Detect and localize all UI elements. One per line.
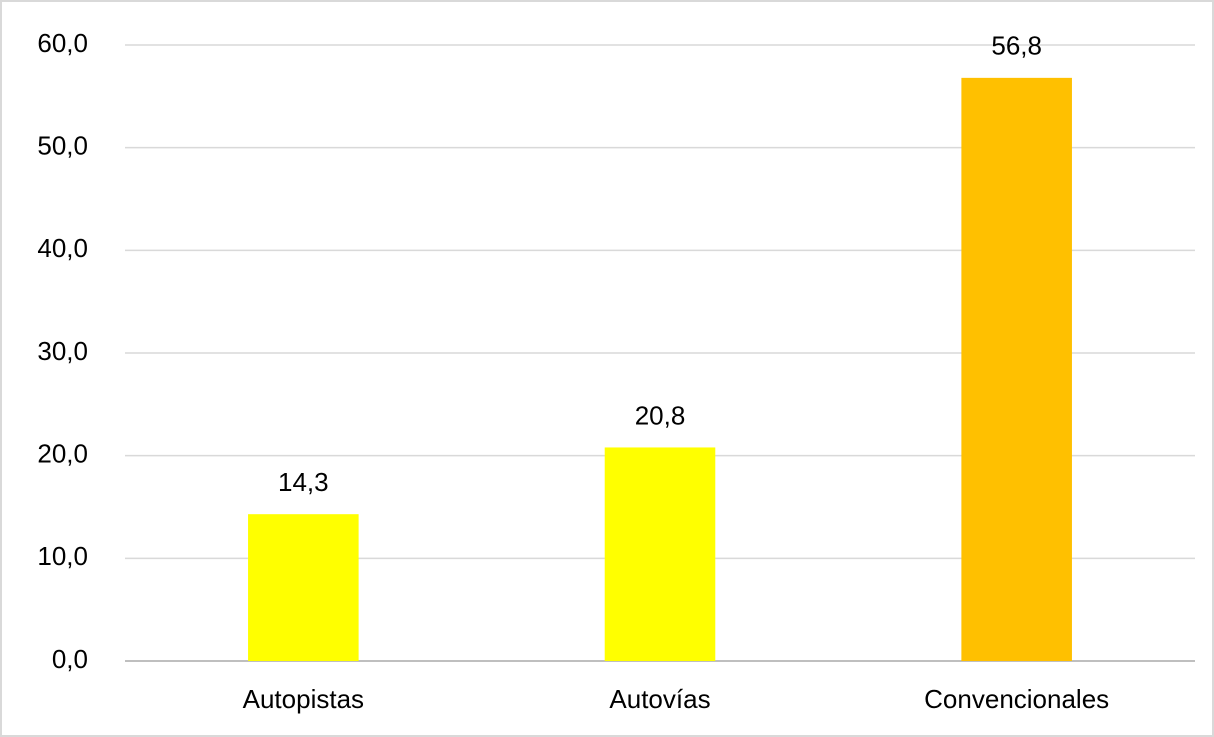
x-tick-label: Autopistas xyxy=(243,684,364,714)
y-tick-label: 20,0 xyxy=(37,439,88,469)
y-tick-label: 40,0 xyxy=(37,233,88,263)
y-tick-label: 30,0 xyxy=(37,336,88,366)
y-tick-label: 0,0 xyxy=(52,644,88,674)
x-tick-label: Convencionales xyxy=(924,684,1109,714)
y-tick-label: 60,0 xyxy=(37,28,88,58)
value-label: 20,8 xyxy=(635,400,686,430)
y-tick-label: 50,0 xyxy=(37,131,88,161)
bar xyxy=(604,447,716,661)
x-tick-label: Autovías xyxy=(609,684,710,714)
value-label: 14,3 xyxy=(278,467,329,497)
bar xyxy=(248,514,359,661)
value-label: 56,8 xyxy=(991,31,1042,61)
bar xyxy=(961,77,1072,661)
y-tick-label: 10,0 xyxy=(37,541,88,571)
